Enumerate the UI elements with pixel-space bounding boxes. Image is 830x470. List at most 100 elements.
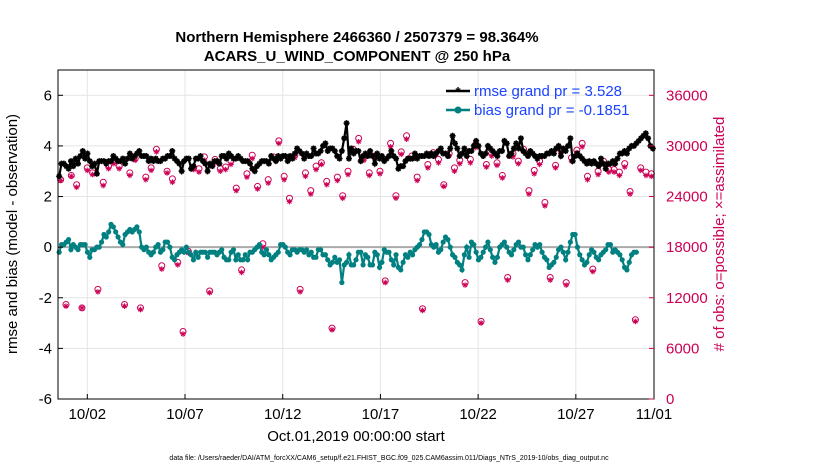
rmse-point-101 — [294, 145, 301, 152]
obs-assimilated-point-76 — [462, 282, 468, 288]
obs-assimilated-point-51 — [329, 327, 335, 333]
rmse-point-220 — [574, 150, 581, 157]
y-tick-label-5: 4 — [44, 138, 52, 155]
rmse-point-130 — [362, 150, 369, 157]
rmse-point-167 — [449, 132, 456, 139]
bias-point-172 — [461, 252, 467, 258]
obs-assimilated-point-90 — [536, 161, 543, 168]
bias-point-184 — [490, 254, 496, 260]
bias-point-142 — [391, 262, 397, 268]
rmse-point-180 — [480, 153, 487, 160]
plot-frame — [57, 69, 655, 400]
bias-point-238 — [617, 252, 623, 258]
rmse-point-82 — [249, 165, 256, 172]
rmse-point-156 — [423, 150, 430, 157]
obs-assimilated-point-88 — [526, 191, 532, 197]
obs-assimilated-point-86 — [515, 160, 522, 167]
rmse-point-10 — [79, 147, 86, 154]
bias-point-98 — [287, 252, 293, 258]
rmse-point-76 — [235, 153, 242, 160]
x-tick-label-4: 10/22 — [459, 406, 497, 423]
bias-point-119 — [336, 257, 343, 263]
bias-point-239 — [619, 257, 625, 263]
obs-assimilated-point-22 — [174, 262, 181, 268]
bias-point-93 — [275, 249, 281, 255]
rmse-point-190 — [503, 140, 510, 147]
obs-assimilated-point-42 — [281, 176, 287, 183]
rmse-point-170 — [456, 153, 463, 160]
obs-assimilated-point-79 — [478, 320, 484, 326]
obs-assimilated-point-23 — [180, 331, 186, 337]
bias-point-201 — [530, 247, 536, 253]
rmse-point-143 — [393, 155, 400, 162]
obs-assimilated-point-30 — [217, 168, 224, 175]
obs-assimilated-point-46 — [302, 173, 309, 180]
obs-assimilated-point-31 — [222, 166, 229, 173]
obs-assimilated-point-103 — [605, 169, 612, 175]
rmse-point-200 — [527, 147, 534, 154]
rmse-point-102 — [296, 147, 303, 154]
rmse-point-155 — [421, 153, 428, 160]
rmse-point-179 — [477, 150, 484, 157]
rmse-point-164 — [442, 150, 449, 157]
rmse-point-212 — [555, 142, 562, 149]
rmse-point-230 — [597, 155, 604, 162]
rmse-point-248 — [640, 132, 647, 139]
x-axis-ticks: 10/02 10/07 10/12 10/17 10/22 10/27 11/01 — [69, 394, 672, 423]
rmse-point-203 — [534, 155, 541, 162]
rmse-point-160 — [433, 150, 440, 157]
bias-point-49 — [172, 257, 178, 263]
y2-tick-label-1: 6000 — [666, 340, 699, 357]
bias-series — [56, 221, 639, 286]
rmse-point-62 — [202, 160, 209, 167]
rmse-point-83 — [251, 168, 258, 175]
rmse-point-31 — [129, 155, 136, 162]
rmse-point-38 — [145, 158, 152, 165]
bias-point-122 — [343, 259, 350, 265]
rmse-point-181 — [482, 150, 489, 157]
bias-point-165 — [445, 236, 451, 243]
obs-assimilated-point-60 — [377, 170, 383, 177]
bias-point-146 — [400, 259, 406, 265]
rmse-point-121 — [341, 135, 348, 142]
rmse-point-161 — [435, 147, 442, 154]
obs-assimilated-point-101 — [595, 171, 601, 178]
obs-assimilated-point-84 — [504, 277, 511, 283]
bias-point-189 — [501, 239, 508, 245]
obs-assimilated-point-20 — [164, 170, 170, 176]
obs-assimilated-point-5 — [84, 167, 91, 174]
rmse-point-118 — [334, 153, 341, 160]
bias-point-232 — [603, 247, 609, 253]
bias-point-160 — [433, 242, 439, 248]
rmse-point-189 — [501, 137, 508, 144]
bias-point-62 — [202, 249, 208, 255]
bias-point-225 — [586, 252, 592, 258]
obs-assimilated-point-32 — [228, 161, 234, 168]
x-tick-label-2: 10/12 — [264, 406, 302, 423]
rmse-point-210 — [550, 150, 557, 157]
y2-axis-ticks: 0 6000 12000 18000 24000 30000 36000 — [649, 87, 708, 408]
obs-assimilated-point-48 — [313, 166, 319, 173]
bias-point-57 — [190, 257, 197, 263]
rmse-point-231 — [600, 160, 607, 167]
obs-assimilated-point-72 — [441, 183, 447, 190]
bias-point-148 — [405, 254, 411, 260]
obs-assimilated-point-52 — [334, 177, 341, 184]
rmse-point-89 — [265, 160, 272, 167]
rmse-point-96 — [282, 153, 289, 160]
bias-point-179 — [478, 254, 484, 260]
obs-assimilated-point-82 — [494, 162, 500, 169]
bias-point-157 — [426, 231, 432, 238]
bias-point-129 — [360, 262, 366, 268]
obs-assimilated-point-71 — [435, 159, 442, 166]
rmse-point-2 — [60, 160, 67, 167]
rmse-point-90 — [268, 153, 275, 160]
rmse-point-245 — [633, 140, 640, 147]
rmse-point-103 — [298, 150, 305, 157]
bias-point-183 — [487, 247, 493, 253]
rmse-point-195 — [515, 145, 522, 152]
obs-assimilated-point-63 — [393, 195, 399, 202]
bias-point-5 — [68, 247, 74, 253]
bias-point-224 — [584, 259, 590, 265]
rmse-point-63 — [204, 168, 211, 175]
